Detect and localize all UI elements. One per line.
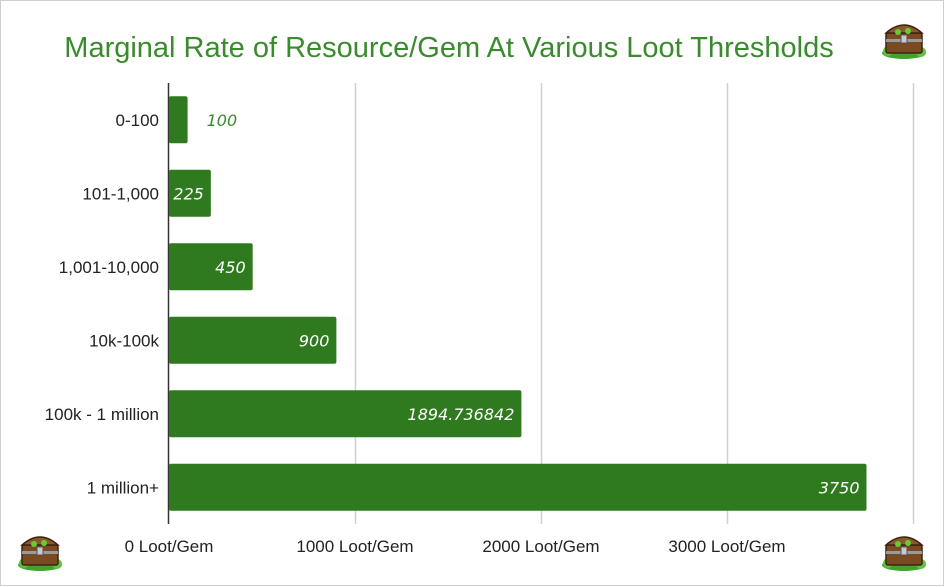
- x-tick-label: 2000 Loot/Gem: [482, 537, 599, 556]
- data-label: 450: [215, 258, 246, 277]
- data-label: 1894.736842: [408, 405, 515, 424]
- treasure-chest-icon: [17, 536, 63, 572]
- treasure-chest-icon: [881, 24, 927, 60]
- x-tick-label: 3000 Loot/Gem: [668, 537, 785, 556]
- data-label: 225: [173, 184, 204, 203]
- category-label: 100k - 1 million: [45, 405, 159, 424]
- treasure-chest-icon: [881, 536, 927, 572]
- bar: [169, 96, 188, 144]
- category-label: 10k-100k: [89, 331, 159, 350]
- chart-title: Marginal Rate of Resource/Gem At Various…: [64, 32, 833, 64]
- x-tick-label: 1000 Loot/Gem: [296, 537, 413, 556]
- gridlines: [354, 83, 915, 524]
- tick-labels: 0 Loot/Gem 1000 Loot/Gem 2000 Loot/Gem 3000…: [125, 537, 786, 556]
- data-label: 900: [299, 331, 330, 350]
- bar: [169, 243, 253, 291]
- category-label: 1,001-10,000: [59, 258, 159, 277]
- category-label: 1 million+: [87, 478, 159, 497]
- bar: [169, 169, 211, 217]
- bar: [169, 390, 522, 438]
- data-label: 3750: [819, 478, 860, 497]
- category-labels: 0-100 101-1,000 1,001-10,000 10k-100k 100k -…: [45, 111, 160, 498]
- bar: [169, 316, 337, 364]
- data-labels: 100 225 450 900 1894.736842 3750: [173, 111, 859, 498]
- category-label: 101-1,000: [82, 184, 159, 203]
- x-tick-label: 0 Loot/Gem: [125, 537, 214, 556]
- bars: [169, 96, 867, 511]
- category-label: 0-100: [116, 111, 159, 130]
- bar: [169, 463, 867, 511]
- data-label: 100: [207, 111, 238, 130]
